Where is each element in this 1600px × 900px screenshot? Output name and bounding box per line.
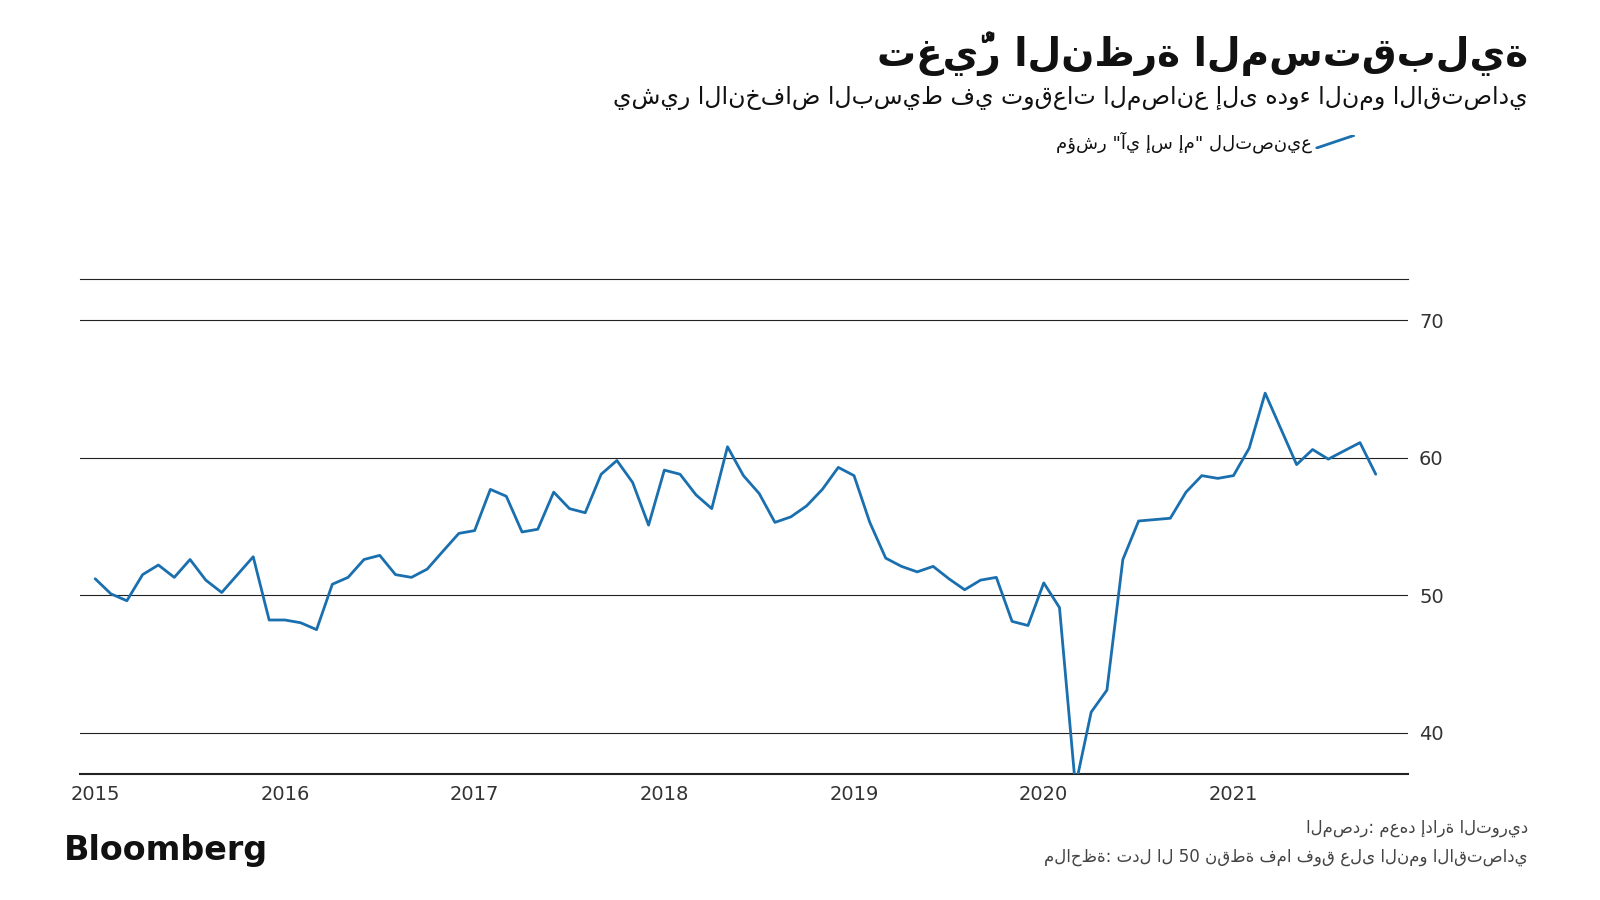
- Text: المصدر: معهد إدارة التوريد: المصدر: معهد إدارة التوريد: [1306, 819, 1528, 837]
- Text: Bloomberg: Bloomberg: [64, 834, 269, 867]
- Text: تغيُّر النظرة المستقبلية: تغيُّر النظرة المستقبلية: [877, 32, 1528, 76]
- Text: مؤشر "آي إس إم" للتصنيع: مؤشر "آي إس إم" للتصنيع: [1056, 131, 1312, 153]
- Text: يشير الانخفاض البسيط في توقعات المصانع إلى هدوء النمو الاقتصادي: يشير الانخفاض البسيط في توقعات المصانع إ…: [613, 86, 1528, 110]
- Text: ملاحظة: تدل ال 50 نقطة فما فوق على النمو الاقتصادي: ملاحظة: تدل ال 50 نقطة فما فوق على النمو…: [1045, 848, 1528, 866]
